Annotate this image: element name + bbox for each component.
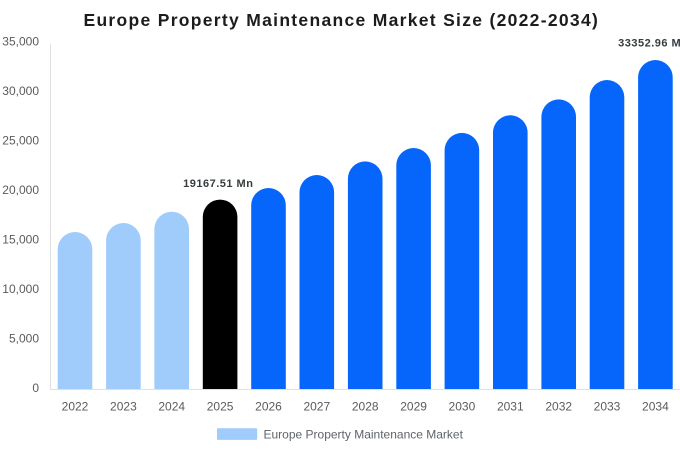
svg-text:2033: 2033 (594, 400, 621, 414)
svg-text:2028: 2028 (352, 400, 379, 414)
svg-text:2023: 2023 (110, 400, 137, 414)
svg-text:2032: 2032 (545, 400, 572, 414)
svg-text:2031: 2031 (497, 400, 524, 414)
svg-text:2034: 2034 (642, 400, 669, 414)
svg-text:15,000: 15,000 (2, 233, 39, 247)
svg-text:19167.51 Mn: 19167.51 Mn (183, 178, 253, 190)
svg-text:2029: 2029 (400, 400, 427, 414)
svg-text:20,000: 20,000 (2, 183, 39, 197)
svg-text:5,000: 5,000 (9, 331, 39, 345)
svg-text:0: 0 (32, 381, 39, 395)
svg-text:Europe Property Maintenance Ma: Europe Property Maintenance Market (264, 427, 464, 441)
svg-text:33352.96 Mn: 33352.96 Mn (618, 38, 680, 50)
svg-text:30,000: 30,000 (2, 84, 39, 98)
svg-text:2025: 2025 (207, 400, 234, 414)
svg-text:2022: 2022 (62, 400, 89, 414)
svg-text:2030: 2030 (449, 400, 476, 414)
svg-text:2026: 2026 (255, 400, 282, 414)
svg-text:25,000: 25,000 (2, 134, 39, 148)
svg-text:2024: 2024 (158, 400, 185, 414)
svg-text:10,000: 10,000 (2, 282, 39, 296)
svg-text:2027: 2027 (303, 400, 330, 414)
svg-text:35,000: 35,000 (2, 35, 39, 49)
svg-text:Europe Property Maintenance Ma: Europe Property Maintenance Market Size … (83, 10, 599, 30)
